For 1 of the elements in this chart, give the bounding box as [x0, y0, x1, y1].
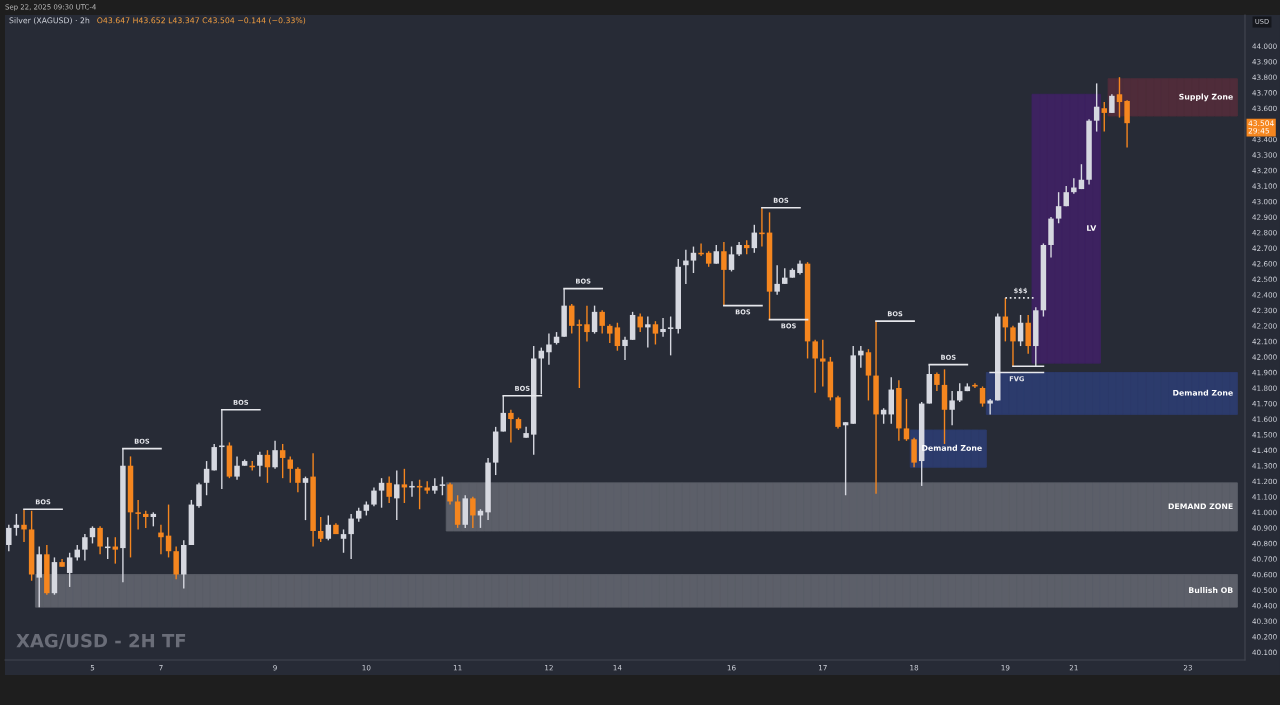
annotation: XAG/USD - 2H TF — [16, 633, 186, 649]
